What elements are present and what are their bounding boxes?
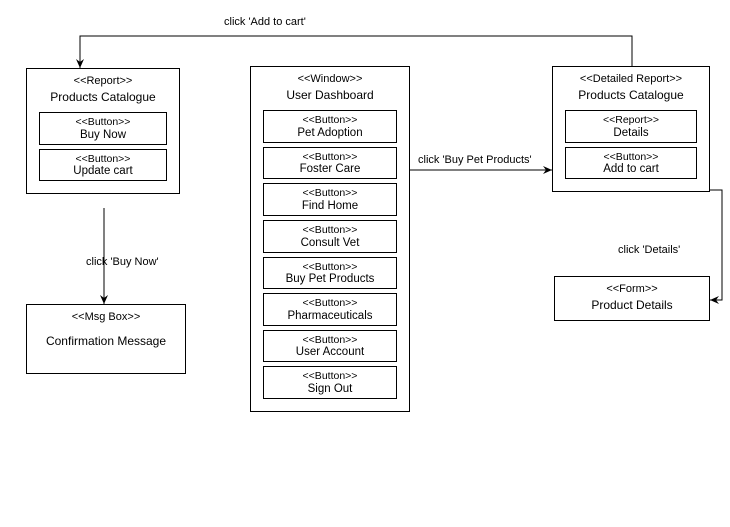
edge-details <box>710 190 722 300</box>
box-catalogue-left: <<Report>> Products Catalogue <<Button>>… <box>26 68 180 194</box>
edge-label-buy-now: click 'Buy Now' <box>86 256 159 268</box>
btn-consult-vet: <<Button>> Consult Vet <box>263 220 397 253</box>
btn-pet-adoption: <<Button>> Pet Adoption <box>263 110 397 143</box>
box-dashboard: <<Window>> User Dashboard <<Button>> Pet… <box>250 66 410 412</box>
btn-buy-now: <<Button>> Buy Now <box>39 112 167 145</box>
catalogue-left-stereotype: <<Report>> <box>31 75 175 88</box>
catalogue-right-stereotype: <<Detailed Report>> <box>557 73 705 86</box>
box-msgbox: <<Msg Box>> Confirmation Message <box>26 304 186 374</box>
btn-buy-pet-products: <<Button>> Buy Pet Products <box>263 257 397 290</box>
edge-label-details: click 'Details' <box>618 244 680 256</box>
dashboard-title: User Dashboard <box>255 88 405 102</box>
item-details: <<Report>> Details <box>565 110 697 143</box>
btn-find-home: <<Button>> Find Home <box>263 183 397 216</box>
box-form: <<Form>> Product Details <box>554 276 710 321</box>
btn-user-account: <<Button>> User Account <box>263 330 397 363</box>
btn-sign-out: <<Button>> Sign Out <box>263 366 397 399</box>
edge-label-add-to-cart: click 'Add to cart' <box>224 16 306 28</box>
msgbox-title: Confirmation Message <box>31 334 181 348</box>
msgbox-stereotype: <<Msg Box>> <box>31 311 181 324</box>
form-stereotype: <<Form>> <box>559 283 705 296</box>
btn-foster-care: <<Button>> Foster Care <box>263 147 397 180</box>
dashboard-stereotype: <<Window>> <box>255 73 405 86</box>
catalogue-right-title: Products Catalogue <box>557 88 705 102</box>
btn-add-to-cart: <<Button>> Add to cart <box>565 147 697 180</box>
edge-label-buy-pet-products: click 'Buy Pet Products' <box>418 154 532 166</box>
btn-pharmaceuticals: <<Button>> Pharmaceuticals <box>263 293 397 326</box>
catalogue-left-title: Products Catalogue <box>31 90 175 104</box>
edge-add-to-cart <box>80 36 632 68</box>
form-title: Product Details <box>559 298 705 312</box>
btn-update-cart: <<Button>> Update cart <box>39 149 167 182</box>
box-catalogue-right: <<Detailed Report>> Products Catalogue <… <box>552 66 710 192</box>
